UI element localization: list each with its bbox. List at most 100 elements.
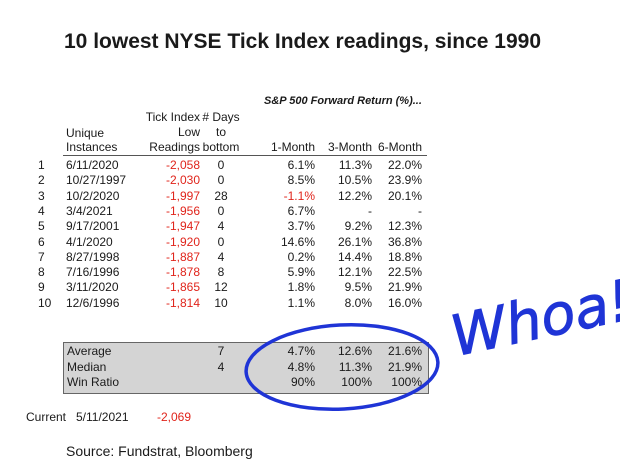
summary-average-days: 7 — [217, 344, 225, 358]
current-tick: -2,069 — [157, 410, 192, 424]
row-8-m3: 12.1% — [337, 265, 372, 280]
row-10-date: 12/6/1996 — [66, 295, 120, 310]
row-4-tick: -1,956 — [165, 203, 200, 218]
row-7-m1: 0.2% — [287, 249, 315, 264]
row-9-m3: 9.5% — [344, 280, 372, 295]
row-10-tick: -1,814 — [165, 295, 200, 310]
row-7-m6: 18.8% — [387, 249, 422, 264]
row-2-m3: 10.5% — [337, 173, 372, 188]
summary-win-ratio-m3: 100% — [341, 375, 372, 389]
row-1-m1: 6.1% — [287, 158, 315, 172]
row-2-tick: -2,030 — [165, 173, 200, 188]
row-5-days: 4 — [217, 219, 225, 234]
summary-median-m3: 11.3% — [338, 359, 372, 374]
row-10-m6: 16.0% — [387, 295, 422, 310]
row-8-n: 8 — [38, 265, 45, 280]
row-8-days: 8 — [217, 265, 225, 280]
summary-win-ratio-m1: 90% — [290, 375, 315, 389]
summary-average-m3: 12.6% — [337, 344, 372, 358]
row-10-n: 10 — [38, 295, 52, 310]
row-3-m3: 12.2% — [337, 188, 372, 203]
readings-header: Readings — [149, 140, 200, 154]
row-3-date: 10/2/2020 — [66, 188, 120, 203]
bottom-header: bottom — [202, 140, 240, 154]
row-5-tick: -1,947 — [165, 219, 200, 234]
row-9-m1: 1.8% — [287, 280, 315, 295]
six-month-header: 6-Month — [377, 140, 422, 154]
summary-median-days: 4 — [217, 359, 225, 374]
one-month-header: 1-Month — [270, 140, 315, 154]
row-3-m6: 20.1% — [387, 188, 422, 203]
row-7-days: 4 — [217, 249, 225, 264]
row-6-n: 6 — [38, 234, 45, 249]
summary-win-ratio-label: Win Ratio — [67, 375, 120, 389]
row-1-m3: 11.3% — [338, 158, 372, 172]
row-6-m3: 26.1% — [337, 234, 372, 249]
row-2-m6: 23.9% — [387, 173, 422, 188]
row-7-n: 7 — [38, 249, 45, 264]
row-4-m6: - — [418, 203, 422, 218]
row-6-days: 0 — [217, 234, 225, 249]
row-7-m3: 14.4% — [337, 249, 372, 264]
row-6-m1: 14.6% — [280, 234, 315, 249]
row-4-date: 3/4/2021 — [66, 203, 113, 218]
row-6-m6: 36.8% — [387, 234, 422, 249]
row-7-date: 8/27/1998 — [66, 249, 120, 264]
summary-median-m1: 4.8% — [287, 359, 315, 374]
row-4-m3: - — [368, 203, 372, 218]
instances-header: Instances — [66, 140, 118, 154]
row-1-m6: 22.0% — [387, 158, 422, 172]
row-5-date: 9/17/2001 — [66, 219, 120, 234]
row-1-n: 1 — [38, 158, 45, 172]
three-month-header: 3-Month — [327, 140, 372, 154]
tick-index-header: Tick Index — [145, 110, 200, 124]
row-4-n: 4 — [38, 203, 45, 218]
circle-annotation — [244, 323, 440, 411]
days-header: # Days — [202, 110, 240, 124]
unique-header: Unique — [66, 126, 105, 140]
row-2-date: 10/27/1997 — [66, 173, 127, 188]
whoa-annotation: Whoa! — [445, 268, 620, 369]
row-6-date: 4/1/2020 — [66, 234, 113, 249]
page-title: 10 lowest NYSE Tick Index readings, sinc… — [64, 30, 542, 53]
summary-average-m6: 21.6% — [387, 344, 422, 358]
row-9-days: 12 — [214, 280, 228, 295]
row-9-n: 9 — [38, 280, 45, 295]
row-2-n: 2 — [38, 173, 45, 188]
row-6-tick: -1,920 — [165, 234, 200, 249]
row-4-days: 0 — [217, 203, 225, 218]
row-1-days: 0 — [217, 158, 225, 172]
row-9-m6: 21.9% — [387, 280, 422, 295]
summary-median-m6: 21.9% — [387, 359, 422, 374]
row-4-m1: 6.7% — [287, 203, 315, 218]
row-8-m1: 5.9% — [287, 265, 315, 280]
summary-average-label: Average — [67, 344, 112, 358]
row-3-days: 28 — [214, 188, 228, 203]
row-3-n: 3 — [38, 188, 45, 203]
header-divider — [63, 155, 427, 156]
row-3-m1: -1.1% — [283, 188, 315, 203]
forward-return-header: S&P 500 Forward Return (%)... — [264, 95, 422, 107]
row-8-m6: 22.5% — [387, 265, 422, 280]
low-header: Low — [177, 125, 200, 139]
row-7-tick: -1,887 — [165, 249, 200, 264]
row-3-tick: -1,997 — [165, 188, 200, 203]
row-8-date: 7/16/1996 — [66, 265, 120, 280]
row-5-m6: 12.3% — [387, 219, 422, 234]
row-8-tick: -1,878 — [165, 265, 200, 280]
row-5-m1: 3.7% — [287, 219, 315, 234]
summary-median-label: Median — [67, 359, 107, 374]
row-10-m3: 8.0% — [344, 295, 372, 310]
current-date: 5/11/2021 — [76, 410, 129, 424]
row-1-date: 6/11/2020 — [66, 158, 119, 172]
summary-average-m1: 4.7% — [287, 344, 315, 358]
current-label: Current — [26, 410, 67, 424]
source-note: Source: Fundstrat, Bloomberg — [66, 443, 253, 459]
row-1-tick: -2,058 — [165, 158, 200, 172]
summary-win-ratio-m6: 100% — [391, 375, 422, 389]
row-9-date: 3/11/2020 — [66, 280, 119, 295]
row-5-n: 5 — [38, 219, 45, 234]
row-5-m3: 9.2% — [344, 219, 372, 234]
row-2-m1: 8.5% — [287, 173, 315, 188]
